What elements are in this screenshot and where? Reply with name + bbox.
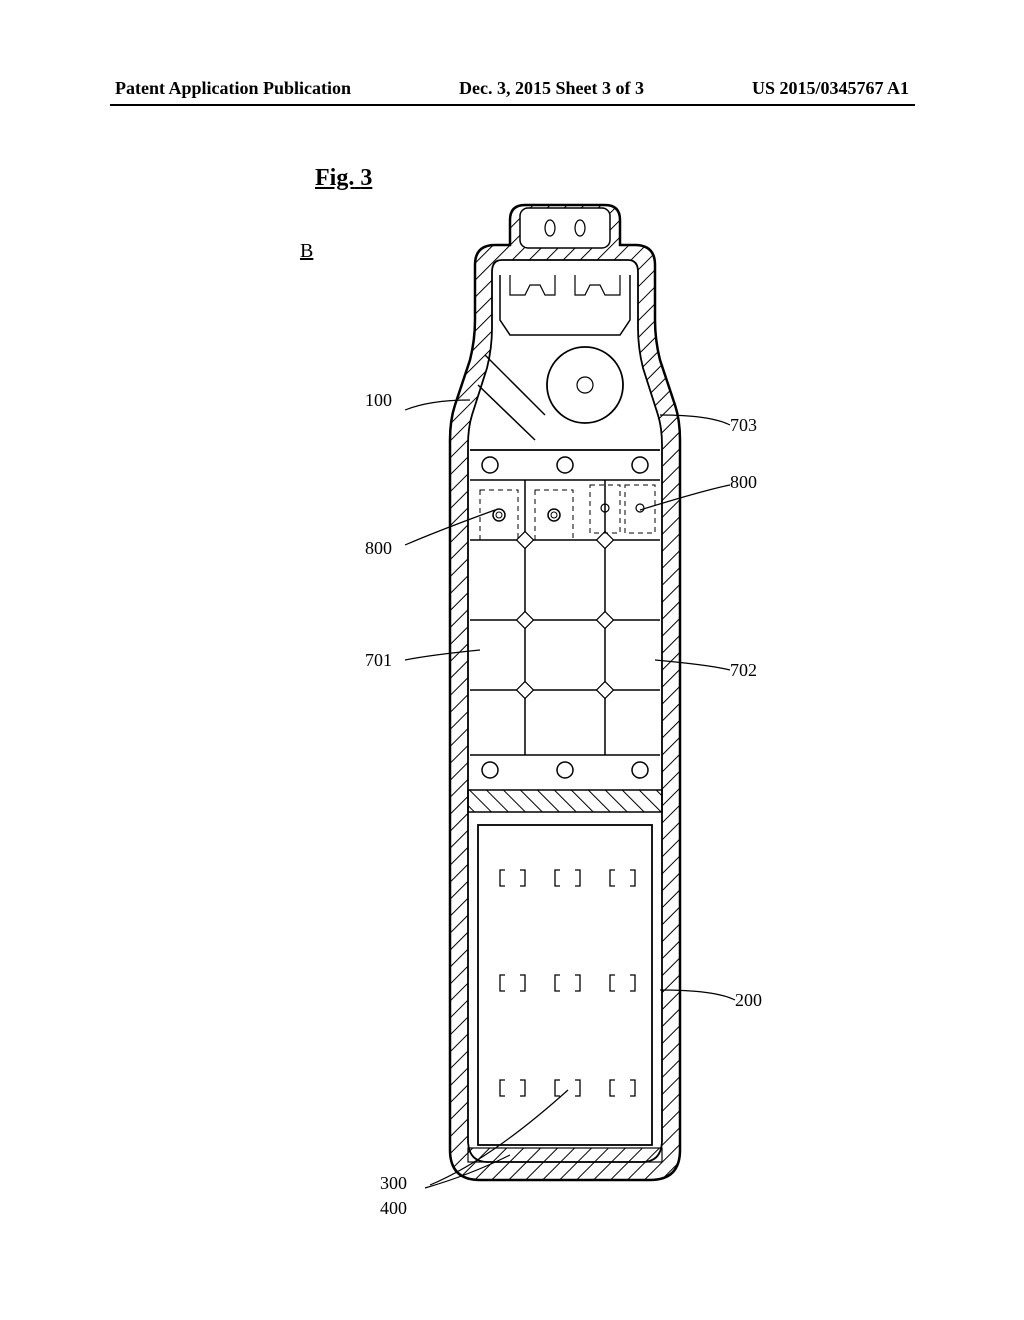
ref-701: 701 [365,650,392,671]
sheet-info: Dec. 3, 2015 Sheet 3 of 3 [459,78,644,99]
section-label: B [300,240,313,263]
ref-800a: 800 [365,538,392,559]
ref-300: 300 [380,1173,407,1194]
inner-housing [468,260,662,1162]
mid-divider-hatched [468,790,662,812]
publication-number: US 2015/0345767 A1 [752,78,909,99]
ref-703: 703 [730,415,757,436]
ref-100: 100 [365,390,392,411]
bottom-floor-hatch [468,1148,662,1162]
device-cross-section [310,190,790,1190]
ref-200: 200 [735,990,762,1011]
page-header: Patent Application Publication Dec. 3, 2… [0,78,1024,99]
ref-800b: 800 [730,472,757,493]
patent-figure: B 100 800 701 703 800 702 200 300 400 [310,190,790,1190]
figure-label: Fig. 3 [315,165,372,192]
ref-400: 400 [380,1198,407,1219]
top-port [520,208,610,248]
publication-type: Patent Application Publication [115,78,351,99]
ref-702: 702 [730,660,757,681]
header-rule [110,104,915,106]
